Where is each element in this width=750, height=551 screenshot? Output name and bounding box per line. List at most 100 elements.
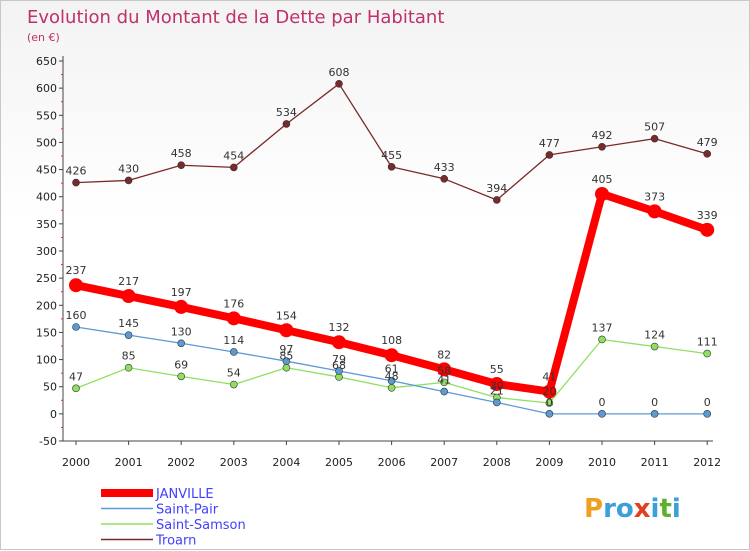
data-point — [282, 357, 291, 366]
x-tick-label: 2012 — [693, 456, 721, 469]
data-point — [595, 187, 609, 201]
data-label: 339 — [697, 209, 718, 222]
data-point — [387, 383, 396, 392]
x-tick-label: 2005 — [325, 456, 353, 469]
data-label: 47 — [69, 370, 83, 383]
y-tick-label: 450 — [36, 164, 57, 177]
data-label: 433 — [434, 161, 455, 174]
proxiti-logo: Proxiti — [584, 494, 681, 524]
data-label: 132 — [329, 321, 350, 334]
data-label: 507 — [644, 121, 665, 134]
data-point — [492, 196, 501, 204]
data-label: 21 — [490, 384, 504, 397]
series-troarn — [72, 80, 712, 204]
data-point — [437, 362, 452, 377]
data-point — [440, 387, 449, 396]
data-label: 608 — [329, 66, 350, 79]
data-label: 20 — [542, 385, 556, 398]
axes: -500501001502002503003504004505005506006… — [36, 55, 721, 469]
legend-label: Saint-Samson — [156, 518, 246, 533]
data-label: 41 — [437, 374, 451, 387]
data-label: 154 — [276, 309, 297, 322]
data-point — [124, 176, 133, 185]
data-point — [647, 204, 662, 219]
chart-subtitle: (en €) — [27, 31, 60, 44]
series-janville — [69, 187, 715, 399]
y-tick-label: 600 — [36, 82, 57, 95]
data-point — [335, 367, 343, 375]
data-labels: 426 430 458 454 534 608 455 433 394 477 492 507 479 4… — [66, 66, 718, 409]
data-label: 426 — [66, 165, 87, 178]
data-label: 0 — [651, 396, 658, 409]
data-point — [177, 372, 185, 381]
data-label: 197 — [171, 286, 192, 299]
y-tick-label: 350 — [36, 218, 57, 231]
y-tick-label: 400 — [36, 191, 57, 204]
data-label: 55 — [490, 363, 504, 376]
data-label: 160 — [66, 309, 87, 322]
data-point — [177, 339, 185, 348]
data-point — [703, 410, 712, 418]
x-tick-label: 2009 — [535, 456, 563, 469]
data-label: 114 — [223, 334, 244, 347]
data-point — [230, 348, 238, 356]
data-point — [650, 134, 659, 143]
data-label: 0 — [546, 396, 553, 409]
data-label: 85 — [279, 350, 293, 363]
data-label: 108 — [381, 334, 402, 347]
data-label: 455 — [381, 149, 402, 162]
data-label: 48 — [385, 370, 399, 383]
series-saint-pair — [72, 323, 712, 418]
series-layer — [69, 80, 715, 418]
x-tick-label: 2000 — [62, 456, 90, 469]
data-label: 97 — [279, 343, 293, 356]
data-label: 124 — [644, 329, 665, 342]
data-point — [703, 349, 712, 358]
data-label: 69 — [174, 358, 188, 371]
data-label: 82 — [437, 348, 451, 361]
data-point — [440, 175, 449, 183]
data-point — [700, 222, 715, 237]
y-tick-label: 0 — [50, 408, 57, 421]
y-tick-label: 100 — [36, 354, 57, 367]
data-point — [703, 150, 712, 158]
data-point — [124, 331, 133, 339]
data-point — [226, 311, 241, 326]
data-label: 454 — [223, 149, 244, 162]
data-label: 394 — [486, 182, 507, 195]
data-point — [598, 142, 606, 151]
data-label: 54 — [227, 367, 241, 380]
x-tick-label: 2006 — [378, 456, 406, 469]
x-tick-label: 2007 — [430, 456, 458, 469]
data-label: 130 — [171, 325, 192, 338]
data-point — [650, 342, 659, 351]
data-label: 217 — [118, 275, 139, 288]
y-tick-label: 200 — [36, 299, 57, 312]
x-tick-label: 2004 — [272, 456, 300, 469]
data-point — [177, 161, 185, 170]
data-point — [650, 410, 659, 418]
data-point — [72, 178, 80, 187]
data-label: 61 — [385, 363, 399, 376]
y-tick-label: 500 — [36, 136, 57, 149]
data-point — [282, 363, 291, 372]
series-line — [75, 83, 708, 201]
data-point — [279, 323, 294, 338]
y-tick-label: 550 — [36, 109, 57, 122]
chart-title: Evolution du Montant de la Dette par Hab… — [27, 7, 444, 28]
data-label: 479 — [697, 136, 718, 149]
data-point — [545, 151, 554, 159]
data-point — [598, 335, 606, 344]
data-label: 68 — [332, 359, 346, 372]
x-tick-label: 2003 — [220, 456, 248, 469]
data-point — [72, 323, 80, 331]
series-saint-samson — [72, 335, 712, 407]
x-tick-label: 2002 — [167, 456, 195, 469]
data-label: 111 — [697, 336, 718, 349]
data-point — [124, 363, 133, 372]
data-label: 373 — [644, 190, 665, 203]
y-tick-label: -50 — [39, 435, 57, 448]
y-tick-label: 50 — [43, 381, 57, 394]
data-point — [489, 377, 504, 391]
